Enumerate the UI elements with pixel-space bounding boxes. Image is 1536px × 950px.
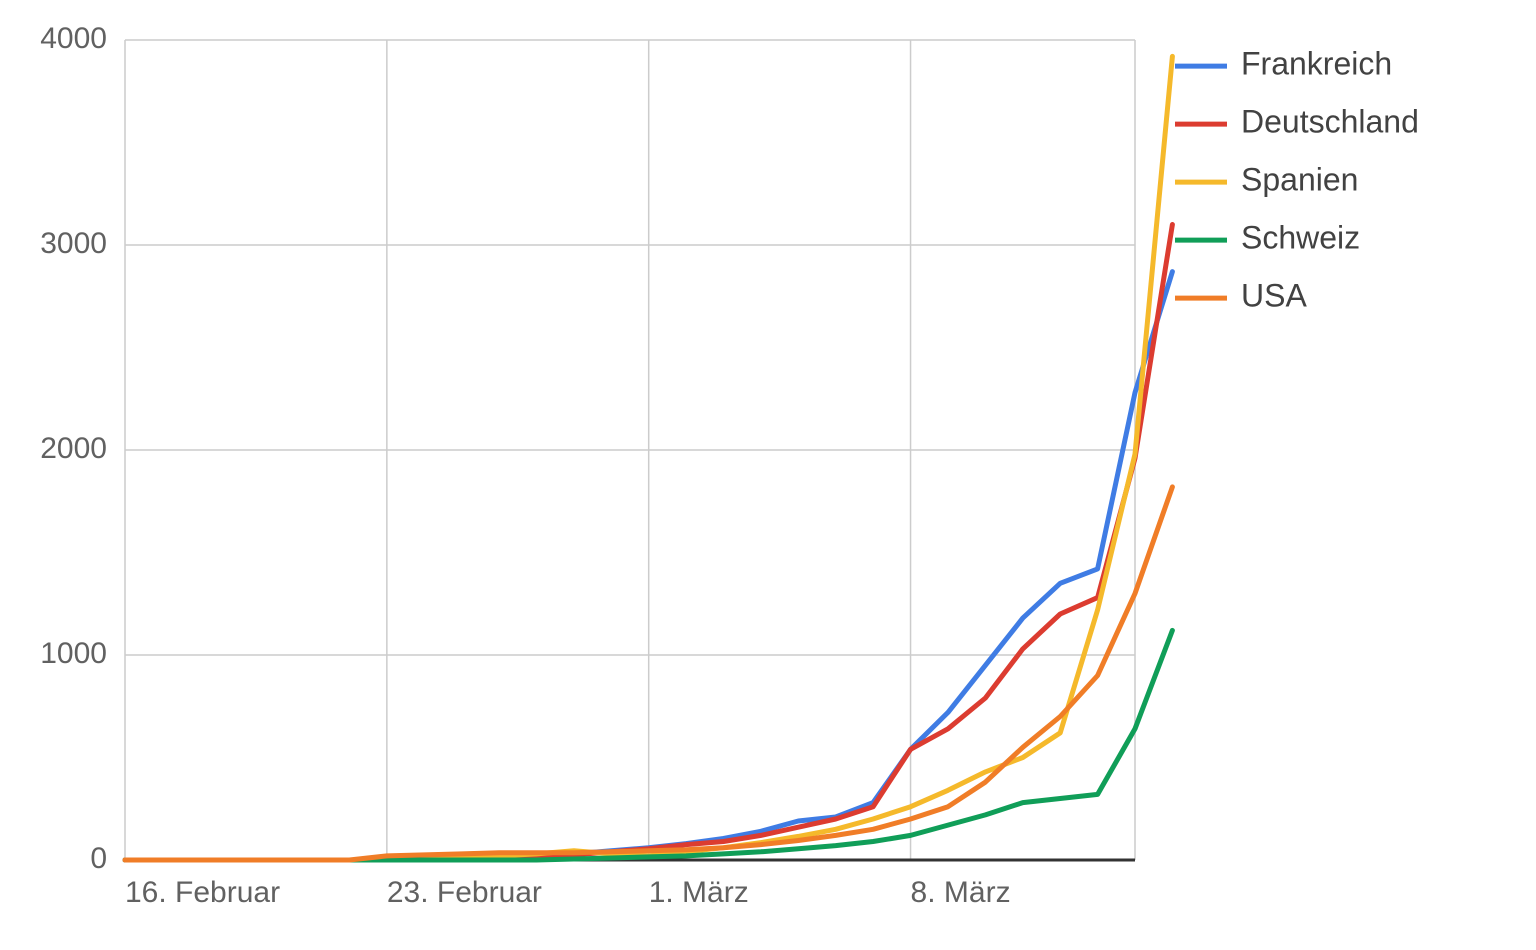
x-tick-label: 16. Februar [125, 876, 280, 909]
legend-label: USA [1241, 278, 1307, 314]
y-tick-label: 1000 [40, 637, 107, 670]
x-tick-label: 8. März [911, 876, 1011, 909]
y-tick-label: 2000 [40, 432, 107, 465]
y-tick-label: 0 [90, 842, 107, 875]
line-chart: 0 1000 2000 3000 4000 16. Februar 23. Februar 1… [0, 0, 1536, 950]
legend-label: Frankreich [1241, 46, 1392, 82]
y-tick-label: 4000 [40, 22, 107, 55]
y-tick-label: 3000 [40, 227, 107, 260]
chart-background [0, 0, 1536, 950]
legend-label: Spanien [1241, 162, 1358, 198]
legend-label: Schweiz [1241, 220, 1360, 256]
chart-svg: 0 1000 2000 3000 4000 16. Februar 23. Februar 1… [0, 0, 1536, 950]
legend-label: Deutschland [1241, 104, 1419, 140]
x-tick-label: 1. März [649, 876, 749, 909]
x-tick-label: 23. Februar [387, 876, 542, 909]
